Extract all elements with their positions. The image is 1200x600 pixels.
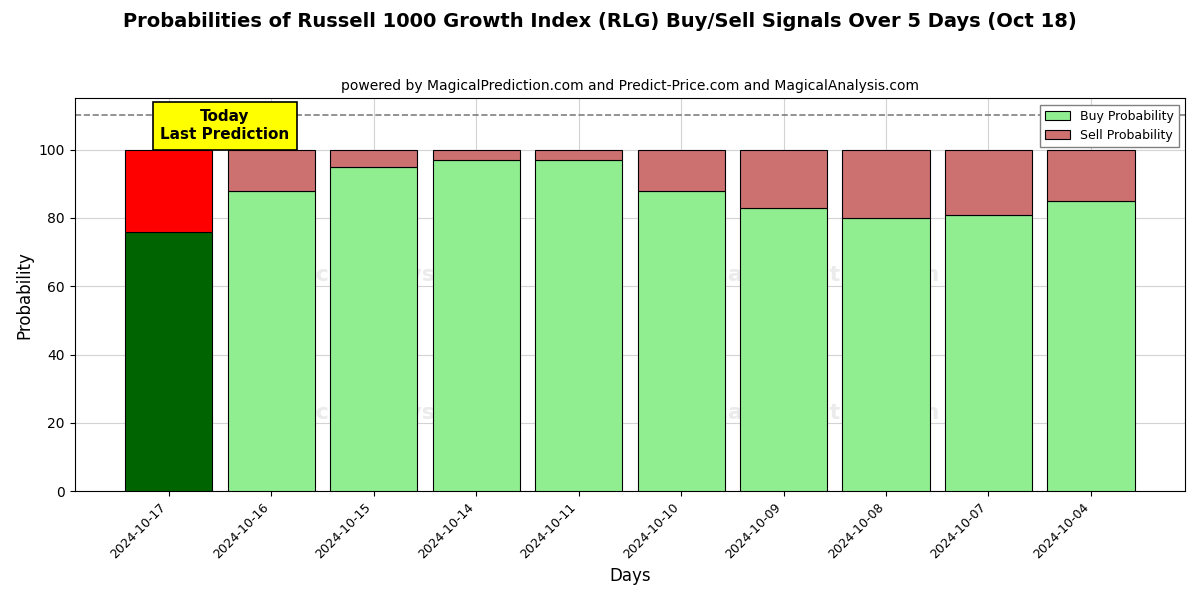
Text: MagicalAnalysis.com: MagicalAnalysis.com: [254, 403, 516, 422]
Bar: [1048, 149, 1134, 201]
Bar: [944, 149, 1032, 215]
Bar: [740, 149, 827, 208]
Title: powered by MagicalPrediction.com and Predict-Price.com and MagicalAnalysis.com: powered by MagicalPrediction.com and Pre…: [341, 79, 919, 93]
Bar: [432, 160, 520, 491]
Bar: [125, 232, 212, 491]
Bar: [228, 149, 314, 191]
Text: Today
Last Prediction: Today Last Prediction: [161, 109, 289, 142]
Bar: [740, 208, 827, 491]
Text: MagicalPrediction.com: MagicalPrediction.com: [654, 265, 940, 285]
Bar: [944, 215, 1032, 491]
Text: Probabilities of Russell 1000 Growth Index (RLG) Buy/Sell Signals Over 5 Days (O: Probabilities of Russell 1000 Growth Ind…: [124, 12, 1076, 31]
Bar: [432, 149, 520, 160]
X-axis label: Days: Days: [610, 567, 650, 585]
Text: MagicalPrediction.com: MagicalPrediction.com: [654, 403, 940, 422]
Bar: [535, 160, 622, 491]
Bar: [842, 149, 930, 218]
Y-axis label: Probability: Probability: [16, 251, 34, 339]
Text: MagicalAnalysis.com: MagicalAnalysis.com: [254, 265, 516, 285]
Bar: [330, 149, 418, 167]
Bar: [330, 167, 418, 491]
Bar: [228, 191, 314, 491]
Bar: [1048, 201, 1134, 491]
Bar: [125, 149, 212, 232]
Bar: [637, 149, 725, 191]
Legend: Buy Probability, Sell Probability: Buy Probability, Sell Probability: [1040, 104, 1178, 147]
Bar: [535, 149, 622, 160]
Bar: [842, 218, 930, 491]
Bar: [637, 191, 725, 491]
